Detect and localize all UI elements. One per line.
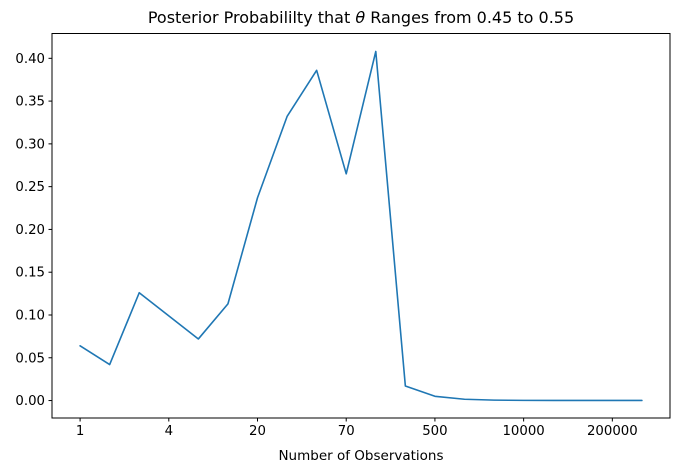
x-tick-label: 200000: [587, 424, 638, 439]
y-tick-label: 0.30: [15, 137, 45, 152]
chart-title-suffix: Ranges from 0.45 to 0.55: [365, 8, 575, 27]
y-tick-label: 0.10: [15, 308, 45, 323]
axes-frame: [51, 33, 671, 419]
y-tick-label: 0.05: [15, 351, 45, 366]
chart-title-prefix: Posterior Probabililty that: [147, 8, 356, 27]
y-tick-label: 0.40: [15, 52, 45, 67]
y-tick-label: 0.35: [15, 95, 45, 110]
chart-title: Posterior Probabililty that θ Ranges fro…: [52, 8, 670, 27]
chart-title-theta-symbol: θ: [355, 8, 366, 27]
x-tick-label: 4: [165, 424, 173, 439]
y-tick-label: 0.25: [15, 180, 45, 195]
y-tick-label: 0.00: [15, 394, 45, 409]
y-tick-label: 0.15: [15, 266, 45, 281]
posterior-probability-line: [79, 50, 643, 402]
y-tick-label: 0.20: [15, 223, 45, 238]
x-axis-label: Number of Observations: [278, 448, 444, 464]
x-tick-label: 1: [76, 424, 84, 439]
x-tick-label: 20: [249, 424, 266, 439]
x-tick-label: 500: [422, 424, 447, 439]
x-tick-label: 10000: [502, 424, 544, 439]
x-tick-label: 70: [338, 424, 355, 439]
